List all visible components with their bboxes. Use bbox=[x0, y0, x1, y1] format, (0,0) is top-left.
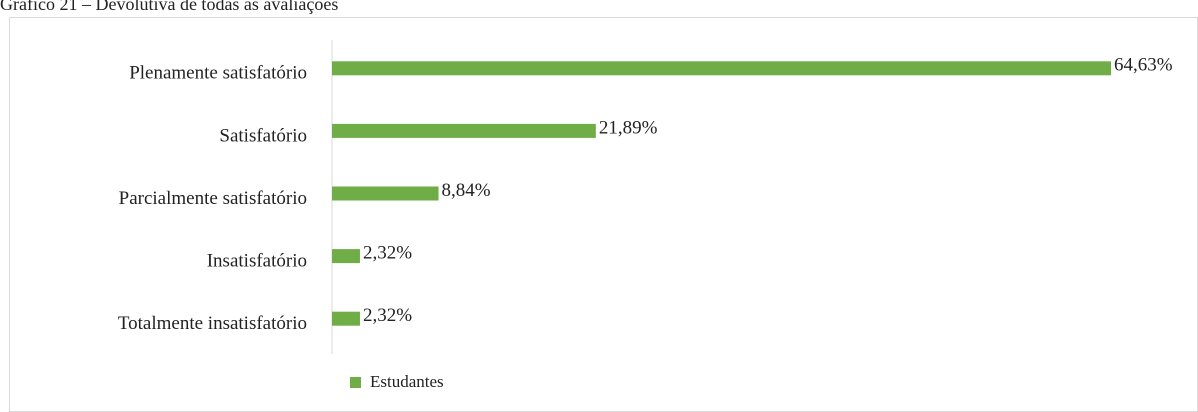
y-tick-label: Plenamente satisfatório bbox=[129, 63, 307, 84]
chart-title: Gráfico 21 – Devolutiva de todas as aval… bbox=[0, 0, 338, 14]
y-tick-label: Satisfatório bbox=[219, 125, 307, 146]
data-label: 2,32% bbox=[363, 305, 412, 326]
bar bbox=[332, 249, 360, 264]
chart-frame bbox=[9, 17, 1198, 412]
y-tick-label: Insatisfatório bbox=[207, 250, 307, 271]
legend-swatch bbox=[350, 377, 361, 388]
bar bbox=[332, 311, 360, 326]
bar bbox=[332, 123, 596, 138]
y-tick-label: Totalmente insatisfatório bbox=[118, 313, 307, 334]
bar bbox=[332, 61, 1111, 76]
y-tick-label: Parcialmente satisfatório bbox=[119, 188, 307, 209]
data-label: 2,32% bbox=[363, 242, 412, 263]
data-label: 21,89% bbox=[599, 117, 658, 138]
bar bbox=[332, 186, 439, 201]
legend-label: Estudantes bbox=[370, 372, 444, 391]
data-label: 64,63% bbox=[1114, 55, 1173, 76]
data-label: 8,84% bbox=[442, 180, 491, 201]
